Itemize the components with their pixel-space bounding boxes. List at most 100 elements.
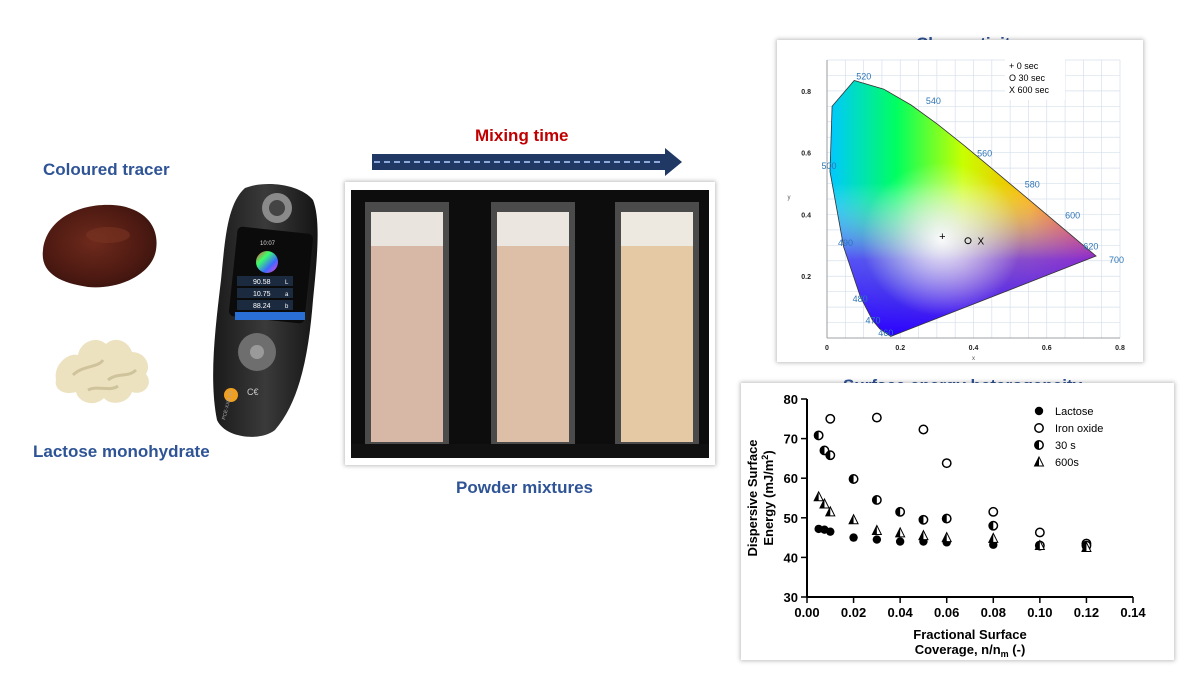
se-ytick: 30 — [784, 590, 798, 605]
chroma-legend-entry: X 600 sec — [1009, 85, 1050, 95]
chroma-ylabel: y — [788, 195, 791, 201]
chroma-point-0sec: + — [939, 231, 945, 243]
se-legend-label: Iron oxide — [1055, 423, 1103, 435]
se-xtick: 0.12 — [1074, 605, 1099, 620]
se-point-30-s — [848, 474, 859, 484]
chroma-ytick: 0.2 — [801, 274, 811, 281]
wavelength-label-480: 480 — [853, 294, 868, 304]
chromaticity-chart: 460 470 480 490 500 520 540 560 580 600 620 700 0 0.2… — [777, 40, 1143, 362]
se-point-30-s — [918, 514, 929, 525]
se-point-600s — [987, 532, 999, 543]
se-legend-marker — [1034, 406, 1044, 416]
se-point-30-s — [825, 450, 836, 461]
chroma-ytick: 0.8 — [801, 89, 811, 96]
se-xtick: 0.06 — [934, 605, 959, 620]
se-point-600s — [941, 531, 953, 543]
se-ylabel-line2: Energy (mJ/m2) — [760, 450, 776, 545]
se-point-30-s — [941, 513, 952, 524]
se-point-600s — [894, 526, 906, 538]
chroma-point-30sec — [964, 237, 972, 245]
chroma-legend-entry: O 30 sec — [1009, 73, 1046, 83]
wavelength-label-600: 600 — [1065, 210, 1080, 220]
se-point-30-s — [813, 430, 824, 441]
se-point-600s — [1034, 539, 1046, 551]
se-xtick: 0.10 — [1027, 605, 1052, 620]
powder-mixtures-label: Powder mixtures — [456, 478, 593, 497]
chroma-point-600sec: X — [977, 237, 984, 248]
se-legend-label: Lactose — [1055, 406, 1094, 418]
chroma-xtick: 0.6 — [1042, 345, 1052, 352]
lactose-monohydrate-label: Lactose monohydrate — [33, 442, 210, 461]
se-point-iron-oxide — [941, 458, 952, 469]
chroma-xtick: 0.8 — [1115, 345, 1125, 352]
wavelength-label-700: 700 — [1109, 255, 1124, 265]
se-legend-marker — [1033, 455, 1045, 467]
se-point-30-s — [988, 520, 999, 531]
device-reading-2: 10.75 — [253, 291, 271, 298]
se-point-600s — [813, 490, 824, 502]
device-reading-3: 88.24 — [253, 303, 271, 310]
device-time: 10:07 — [260, 241, 276, 247]
se-legend-marker — [1034, 440, 1044, 450]
coloured-tracer-label: Coloured tracer — [43, 160, 170, 179]
device-reading-1: 90.58 — [253, 279, 271, 286]
se-ytick: 60 — [784, 471, 798, 486]
se-xtick: 0.04 — [887, 605, 913, 620]
colorimeter-device-image: 10:07 90.58 L 10.75 a 88.24 b C€ PCE-XXM… — [213, 184, 318, 437]
chroma-xtick: 0.4 — [969, 345, 979, 352]
wavelength-label-560: 560 — [977, 149, 992, 159]
se-point-600s — [819, 497, 830, 509]
se-point-iron-oxide — [871, 412, 882, 423]
lactose-powder-image — [55, 339, 149, 404]
chroma-xlabel: x — [972, 356, 975, 362]
se-point-600s — [918, 529, 929, 541]
se-xtick: 0.00 — [794, 605, 819, 620]
se-point-600s — [824, 505, 836, 517]
se-xtick: 0.02 — [841, 605, 866, 620]
se-legend-marker — [1034, 423, 1044, 433]
se-point-lactose — [826, 527, 835, 536]
mixing-time-label: Mixing time — [475, 126, 569, 145]
se-point-600s — [848, 513, 859, 525]
se-ylabel-line1: Dispersive Surface — [745, 439, 760, 556]
se-ytick: 80 — [784, 392, 798, 407]
se-ytick: 40 — [784, 550, 798, 565]
se-legend-label: 30 s — [1055, 440, 1076, 452]
wavelength-label-520: 520 — [856, 71, 871, 81]
chroma-xtick: 0 — [825, 345, 829, 352]
se-point-lactose — [849, 533, 858, 542]
wavelength-label-490: 490 — [838, 238, 853, 248]
powder-mixtures-photo — [345, 182, 715, 465]
se-point-iron-oxide — [825, 413, 836, 424]
chroma-xtick: 0.2 — [895, 345, 905, 352]
wavelength-label-500: 500 — [822, 161, 837, 171]
se-point-lactose — [895, 537, 905, 546]
se-point-iron-oxide — [988, 506, 999, 517]
coloured-tracer-powder-image — [42, 204, 157, 288]
chroma-ytick: 0.6 — [801, 151, 811, 158]
device-reading-key-2: a — [285, 292, 289, 298]
se-point-600s — [1081, 541, 1092, 552]
se-point-600s — [871, 524, 883, 535]
wavelength-label-470: 470 — [865, 315, 880, 325]
device-reading-key-3: b — [285, 304, 289, 310]
se-ytick: 50 — [784, 511, 798, 526]
device-reading-key-1: L — [285, 280, 289, 286]
chroma-ytick: 0.4 — [801, 212, 811, 219]
se-point-iron-oxide — [918, 424, 929, 435]
se-xlabel-line2: Coverage, n/nm (-) — [915, 642, 1026, 659]
wavelength-label-580: 580 — [1025, 180, 1040, 190]
surface-energy-chart: 0.00 0.02 0.04 0.06 0.08 0.10 0.12 0.14 30 40 50 60… — [741, 383, 1174, 660]
svg-text:C€: C€ — [247, 387, 259, 397]
se-xlabel-line1: Fractional Surface — [913, 627, 1026, 642]
se-point-lactose — [872, 535, 882, 544]
wavelength-label-460: 460 — [878, 328, 893, 338]
se-point-30-s — [871, 495, 882, 505]
se-legend-label: 600s — [1055, 457, 1079, 469]
se-ytick: 70 — [784, 432, 798, 447]
wavelength-label-540: 540 — [926, 96, 941, 106]
mixing-time-arrow — [372, 148, 682, 176]
wavelength-label-620: 620 — [1083, 241, 1098, 251]
se-point-30-s — [895, 506, 906, 517]
se-point-iron-oxide — [1034, 527, 1045, 538]
